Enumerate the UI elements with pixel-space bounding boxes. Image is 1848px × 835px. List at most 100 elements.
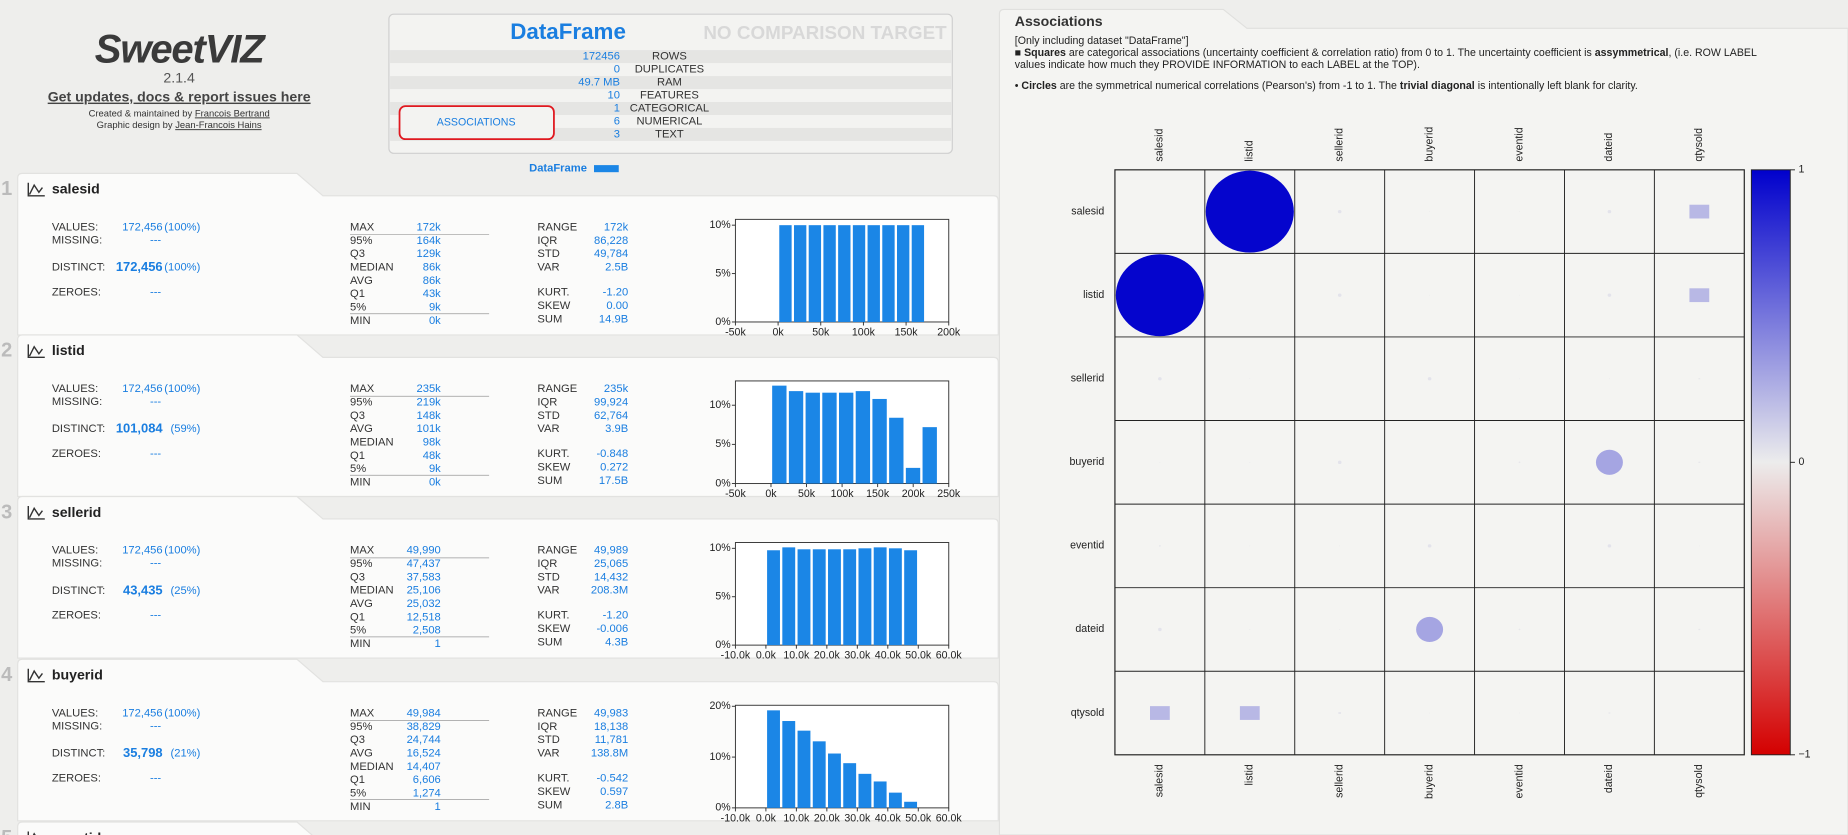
note-segment: Squares — [1024, 47, 1066, 59]
summary-title: DataFrame — [510, 19, 626, 44]
stat-value: 0.00 — [606, 300, 628, 312]
stat-label: KURT. — [537, 772, 569, 784]
docs-link[interactable]: Get updates, docs & report issues here — [48, 89, 311, 105]
hist-bar — [793, 225, 807, 322]
summary-value: 6 — [614, 115, 620, 127]
stat-value: 4.3B — [605, 637, 628, 649]
stat-label: VAR — [537, 747, 559, 759]
summary-value: 172456 — [583, 51, 620, 63]
association-square — [1698, 628, 1701, 631]
overview-label: VALUES: — [52, 222, 98, 234]
row-label: qtysold — [1071, 707, 1105, 719]
colorbar — [1750, 169, 1791, 756]
stat-label: RANGE — [537, 222, 577, 234]
hist-bar — [838, 225, 851, 322]
overview-value: --- — [150, 448, 161, 460]
association-square — [1689, 204, 1710, 219]
quantile-value: 16,524 — [407, 747, 441, 759]
x-tick-label: 250k — [937, 488, 961, 500]
x-tick-label: 0k — [772, 326, 784, 338]
overview-pct: (100%) — [164, 545, 200, 557]
credit-author[interactable]: Jean-Francois Hains — [175, 120, 262, 131]
hist-bar — [852, 225, 866, 322]
hist-bar — [822, 392, 837, 484]
stat-label: IQR — [537, 235, 557, 247]
overview-value: 172,456 — [116, 259, 163, 274]
quantile-value: 2,508 — [413, 625, 441, 637]
feature-index: 4 — [1, 664, 13, 686]
y-tick-label: 10% — [709, 542, 731, 554]
hist-bar — [873, 547, 887, 646]
hist-bar — [889, 417, 904, 484]
overview-label: VALUES: — [52, 545, 98, 557]
note-segment: , (i.e. ROW LABEL — [1668, 47, 1757, 59]
overview-label: MISSING: — [52, 558, 102, 570]
correlation-circle — [1337, 460, 1342, 464]
overview-label: ZEROES: — [52, 448, 101, 460]
stat-label: IQR — [537, 721, 557, 733]
association-square — [1608, 712, 1611, 714]
quantile-value: 24,744 — [407, 734, 441, 746]
overview-label: MISSING: — [52, 235, 102, 247]
stat-value: 62,764 — [594, 410, 628, 422]
feature-name: salesid — [52, 181, 100, 197]
stat-label: SUM — [537, 799, 562, 811]
stat-label: SUM — [537, 314, 562, 326]
note-segment: trivial diagonal — [1400, 80, 1475, 92]
x-tick-label: 0k — [765, 488, 777, 500]
feature-icon — [27, 668, 45, 683]
quantile-label: 95% — [350, 396, 372, 408]
quantile-label: 95% — [350, 721, 372, 733]
stat-label: STD — [537, 410, 559, 422]
hist-bar — [772, 385, 787, 484]
overview-pct: (100%) — [164, 262, 200, 274]
x-tick-label: 150k — [866, 488, 890, 500]
feature-index: 1 — [1, 178, 12, 200]
quantile-label: 5% — [350, 302, 366, 314]
stat-label: SKEW — [537, 786, 570, 798]
column-label-top: listid — [1244, 140, 1256, 161]
stat-label: IQR — [537, 558, 557, 570]
overview-value: --- — [150, 610, 161, 622]
stat-value: -0.848 — [596, 448, 628, 460]
quantile-value: 49,984 — [407, 707, 441, 719]
correlation-circle — [1519, 378, 1520, 380]
quantile-value: 101k — [417, 423, 442, 435]
note-segment: values indicate how much they PROVIDE IN… — [1015, 59, 1420, 71]
stat-label: SKEW — [537, 462, 570, 474]
quantile-value: 1 — [435, 801, 441, 813]
x-tick-label: -10.0k — [721, 812, 751, 824]
associations-button[interactable] — [398, 105, 555, 141]
hist-bar — [812, 549, 826, 646]
quantile-label: MIN — [350, 315, 371, 327]
hist-bar — [904, 801, 918, 808]
quantile-value: 49,990 — [407, 545, 441, 557]
x-tick-label: 30.0k — [844, 650, 871, 662]
quantile-value: 12,518 — [407, 611, 441, 623]
hist-bar — [843, 763, 857, 808]
x-tick-label: 50.0k — [905, 650, 932, 662]
stat-value: 235k — [604, 383, 629, 395]
hist-bar — [779, 225, 792, 322]
stat-value: 3.9B — [605, 423, 628, 435]
quantile-label: Q3 — [350, 571, 365, 583]
stat-label: KURT. — [537, 448, 569, 460]
stat-label: RANGE — [537, 383, 577, 395]
feature-icon — [27, 344, 45, 359]
hist-bar — [797, 730, 811, 808]
correlation-circle — [1427, 544, 1432, 548]
note-segment: ■ — [1015, 47, 1024, 59]
correlation-circle — [1205, 170, 1294, 253]
overview-label: ZEROES: — [52, 772, 101, 784]
credit-author[interactable]: Francois Bertrand — [195, 108, 270, 119]
stat-value: -0.542 — [596, 772, 628, 784]
quantile-value: 219k — [417, 396, 442, 408]
quantile-label: MIN — [350, 638, 371, 650]
quantile-value: 47,437 — [407, 558, 441, 570]
hist-bar — [888, 792, 902, 808]
correlation-circle — [1429, 211, 1431, 213]
summary-value: 0 — [614, 64, 620, 76]
overview-label: DISTINCT: — [52, 748, 105, 760]
associations-button-label[interactable]: ASSOCIATIONS — [437, 116, 516, 128]
hist-bar — [828, 549, 841, 646]
